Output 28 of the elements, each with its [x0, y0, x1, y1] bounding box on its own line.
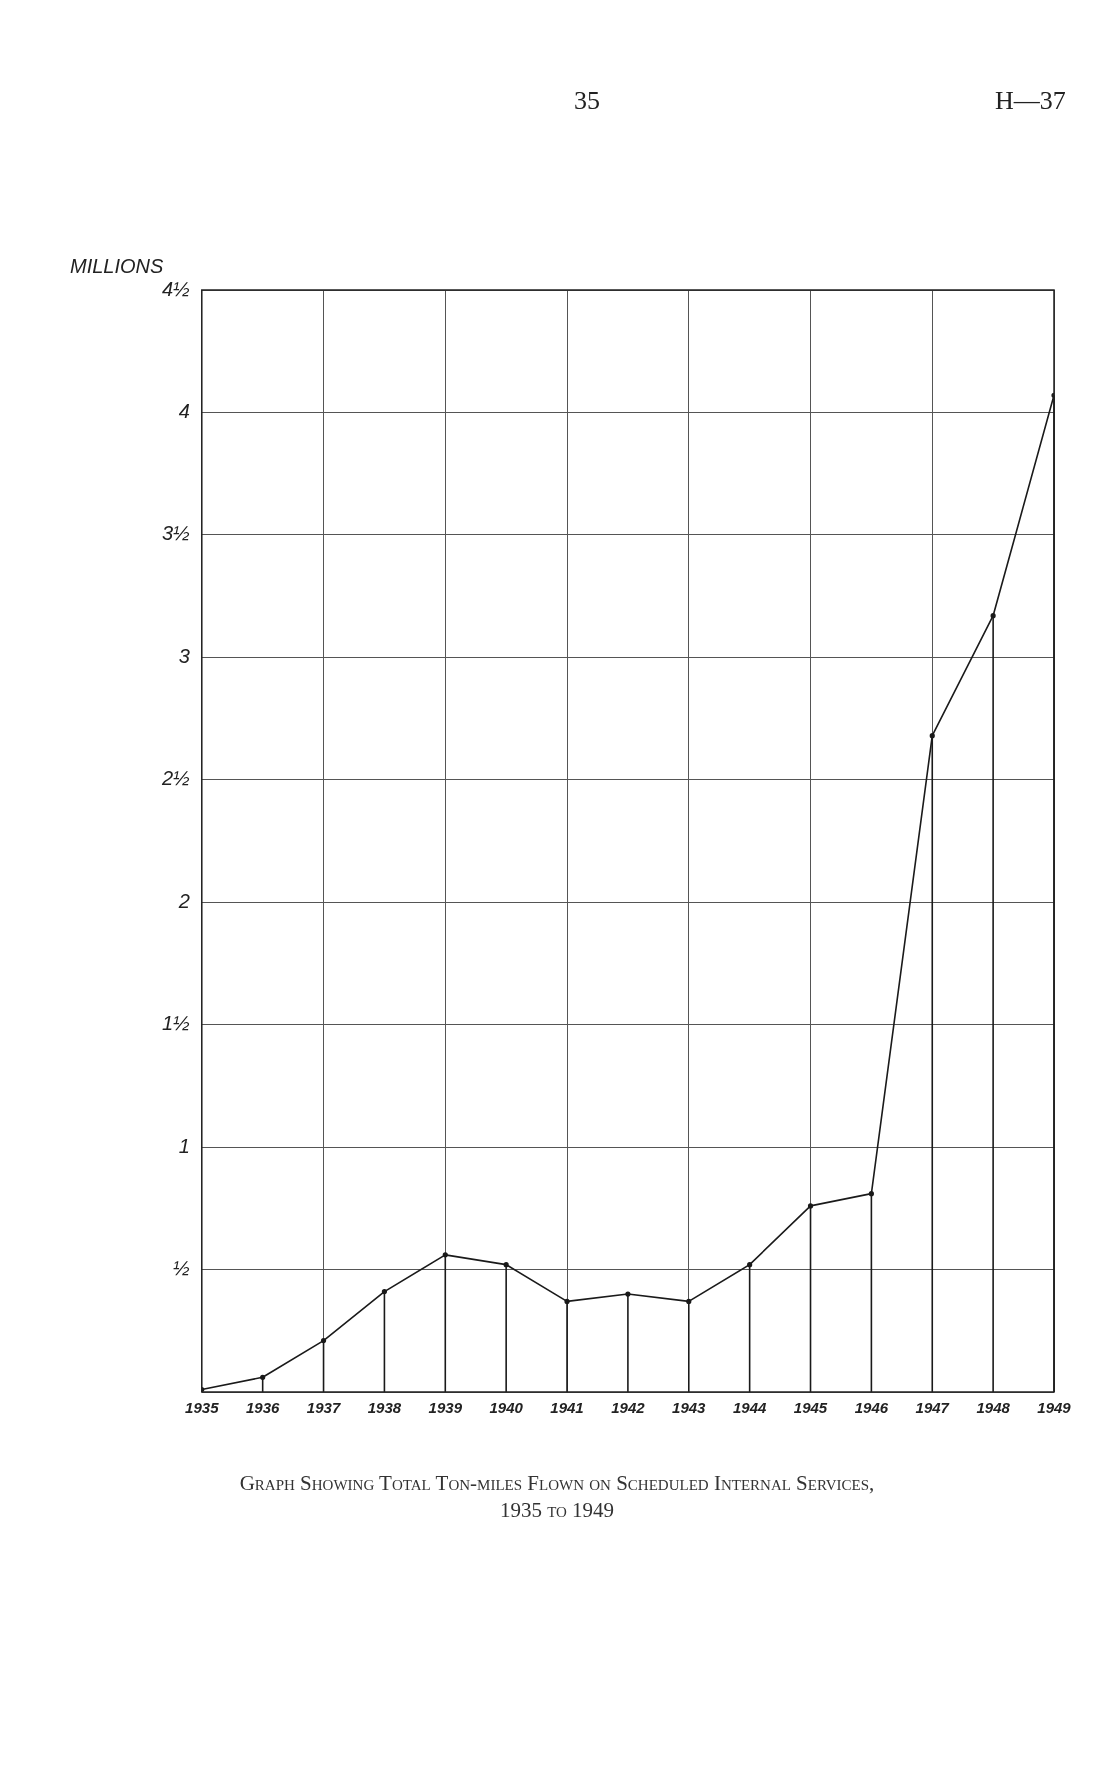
y-tick-label: 3: [178, 644, 190, 667]
text: H—37: [995, 86, 1066, 116]
x-tick-label: 1938: [367, 1399, 402, 1417]
x-tick-label: 1939: [428, 1399, 463, 1417]
y-tick-label: 1: [178, 1134, 190, 1157]
x-tick-label: 1941: [550, 1399, 584, 1417]
y-tick-label: 2½: [160, 767, 191, 790]
y-tick-label: 4½: [161, 277, 191, 300]
x-tick-label: 1940: [489, 1399, 524, 1417]
text: 35: [574, 86, 600, 116]
y-tick-label: 3½: [161, 522, 191, 545]
x-tick-label: 1943: [672, 1399, 707, 1417]
x-tick-label: 1947: [915, 1399, 950, 1417]
y-tick-label: 2: [177, 889, 190, 912]
x-tick-label: 1944: [732, 1399, 767, 1417]
y-axis-title: MILLIONS: [70, 255, 164, 278]
x-tick-label: 1948: [976, 1399, 1011, 1417]
y-tick-label: ½: [173, 1257, 191, 1280]
x-tick-label: 1949: [1037, 1399, 1072, 1417]
x-tick-label: 1946: [854, 1399, 889, 1417]
y-tick-label: 4: [178, 400, 190, 423]
x-tick-label: 1936: [245, 1399, 281, 1417]
x-tick-label: 1945: [793, 1399, 828, 1417]
x-tick-label: 1937: [306, 1399, 341, 1417]
x-tick-label: 1942: [611, 1399, 646, 1417]
y-tick-label: 1½: [161, 1012, 191, 1035]
text: Graph Showing Total Ton-miles Flown on Scheduled Internal Services, 1935 to 1949: [238, 1470, 876, 1525]
x-tick-label: 1935: [185, 1399, 220, 1417]
